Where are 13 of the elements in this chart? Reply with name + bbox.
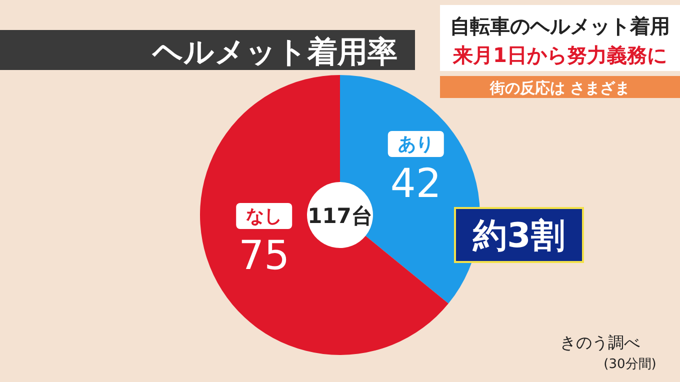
slice-label: あり bbox=[398, 134, 434, 155]
text: 街の反応は さまざま bbox=[488, 79, 630, 97]
donut-slice bbox=[200, 75, 448, 355]
text: 自転車のヘルメット着用 bbox=[450, 14, 670, 38]
text: 約3割 bbox=[472, 216, 565, 256]
data-label: 75 bbox=[238, 233, 290, 280]
slice-label: なし bbox=[246, 206, 282, 228]
data-label: 42 bbox=[390, 160, 442, 207]
text: きのう調べ bbox=[560, 333, 640, 352]
text: 来月1日から努力義務に bbox=[452, 43, 667, 67]
text: (30分間) bbox=[604, 357, 656, 372]
chart-title: ヘルメット着用率 bbox=[152, 35, 398, 70]
text: 117台 bbox=[308, 204, 372, 228]
